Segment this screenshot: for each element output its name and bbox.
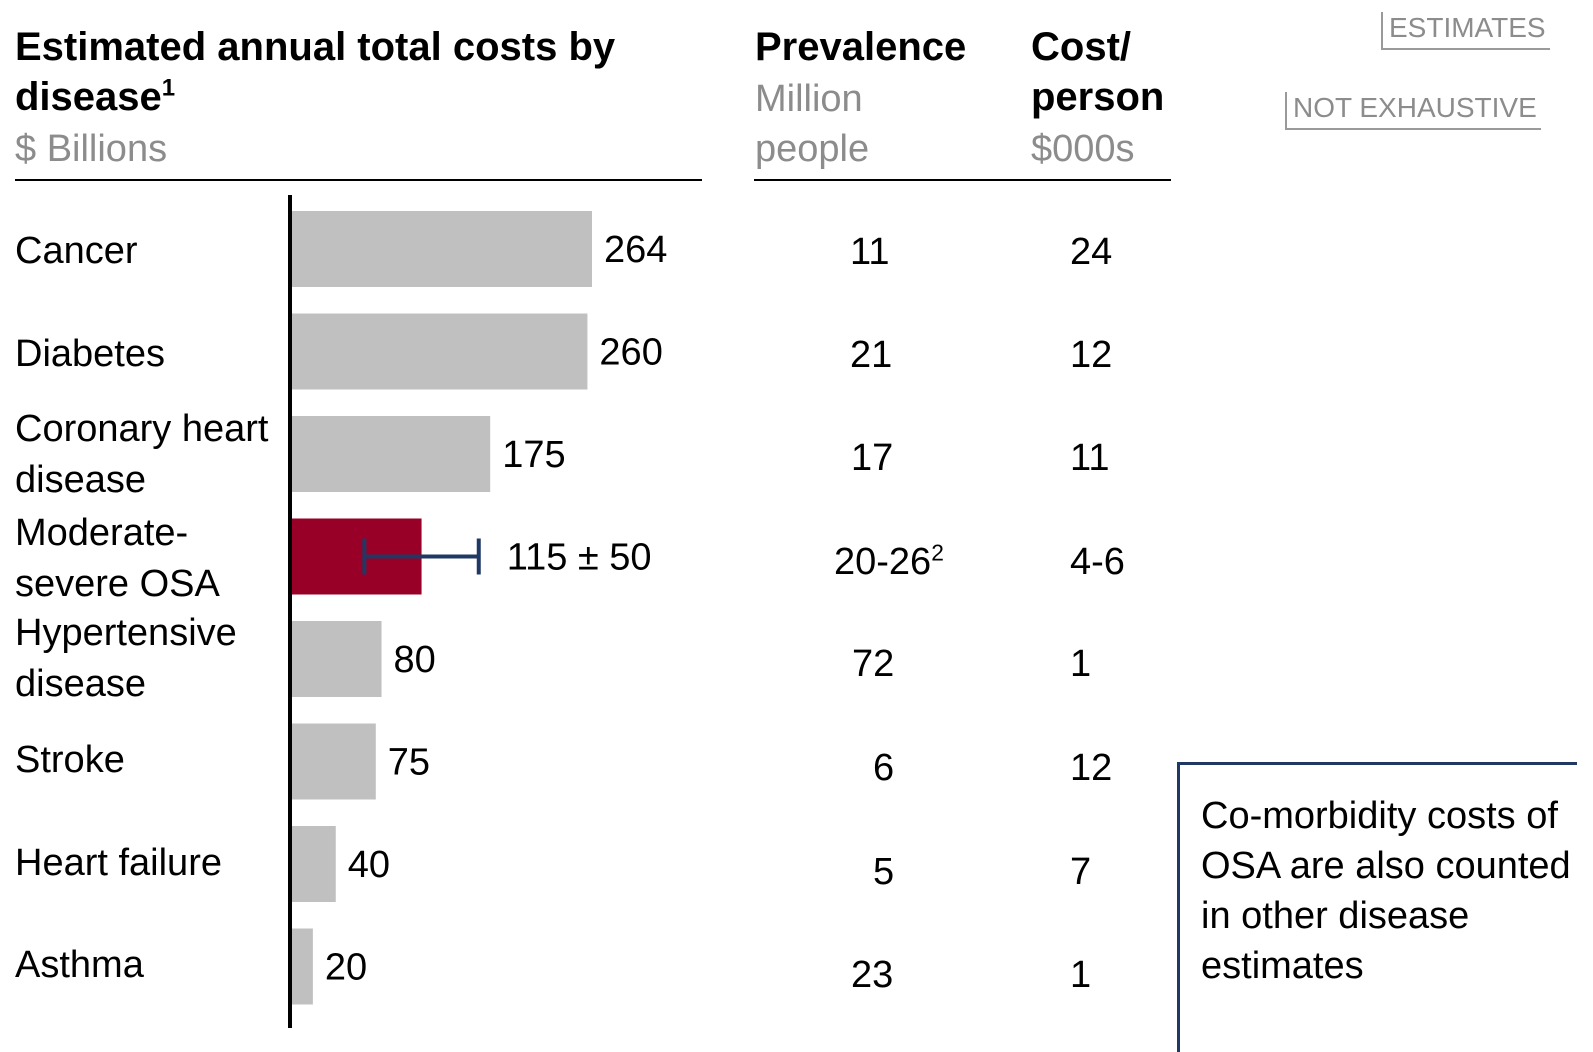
value-label-coronary-heart-disease: 175: [502, 434, 565, 476]
row-label-diabetes: Diabetes: [15, 332, 165, 375]
table-header-rule: [754, 179, 1171, 181]
bar-hypertensive-disease: [290, 621, 382, 697]
prevalence-osa: 20-262: [834, 540, 944, 584]
chart-header-rule: [15, 179, 702, 181]
prevalence-cancer: 11: [850, 231, 890, 273]
prevalence-diabetes: 21: [850, 334, 893, 376]
estimates-tag: ESTIMATES: [1381, 12, 1550, 50]
cost-asthma: 1: [1070, 954, 1092, 996]
value-label-diabetes: 260: [599, 332, 662, 374]
row-label-heart-failure: Heart failure: [15, 841, 222, 884]
comorbidity-note: Co-morbidity costs of OSA are also count…: [1177, 762, 1577, 1052]
chart-title: Estimated annual total costs by disease1: [15, 22, 695, 122]
row-label-asthma: Asthma: [15, 943, 144, 986]
bar-chart: 264 260 175 115 ± 50 80 75 40 20: [288, 195, 667, 1028]
value-label-cancer: 264: [604, 229, 667, 271]
not-exhaustive-tag: NOT EXHAUSTIVE: [1285, 92, 1541, 130]
row-label-coronary: Coronary heart disease: [15, 408, 269, 501]
cost-diabetes: 12: [1070, 334, 1113, 376]
cost-osa: 4-6: [1070, 541, 1125, 583]
cost-unit: $000s: [1031, 128, 1135, 170]
row-label-stroke: Stroke: [15, 738, 125, 781]
prevalence-footnote: 2: [931, 539, 944, 566]
cost-coronary: 11: [1070, 437, 1110, 479]
row-label-osa: Moderate-severe OSA: [15, 512, 220, 605]
value-label-hypertensive-disease: 80: [394, 639, 436, 681]
row-label-hypertensive: Hypertensive disease: [15, 612, 237, 705]
bar-diabetes: [290, 313, 588, 390]
chart-title-text: Estimated annual total costs by disease: [15, 25, 616, 119]
value-label-heart-failure: 40: [348, 844, 390, 886]
bar-asthma: [290, 928, 313, 1005]
prevalence-stroke: 6: [873, 747, 895, 789]
bar-cancer: [290, 211, 592, 287]
bar-stroke: [290, 723, 376, 800]
prevalence-unit: Million people: [755, 78, 870, 170]
value-label-moderate-severe-osa: 115 ± 50: [507, 537, 652, 579]
bar-heart-failure: [290, 826, 336, 902]
value-label-stroke: 75: [388, 742, 430, 784]
cost-cancer: 24: [1070, 231, 1113, 273]
cost-stroke: 12: [1070, 747, 1113, 789]
cost-title: Cost/ person: [1031, 25, 1165, 119]
cost-heart-failure: 7: [1070, 851, 1092, 893]
cost-hypertensive: 1: [1070, 643, 1092, 685]
prevalence-hypertensive: 72: [852, 643, 895, 685]
row-label-cancer: Cancer: [15, 229, 138, 272]
prevalence-title: Prevalence: [755, 25, 967, 69]
prevalence-asthma: 23: [851, 954, 894, 996]
prevalence-osa-value: 20-26: [834, 541, 932, 583]
value-label-asthma: 20: [325, 947, 367, 989]
title-footnote: 1: [161, 74, 176, 102]
bar-coronary-heart-disease: [290, 416, 491, 492]
prevalence-heart-failure: 5: [873, 851, 895, 893]
prevalence-coronary: 17: [851, 437, 894, 479]
chart-unit: $ Billions: [15, 128, 168, 170]
